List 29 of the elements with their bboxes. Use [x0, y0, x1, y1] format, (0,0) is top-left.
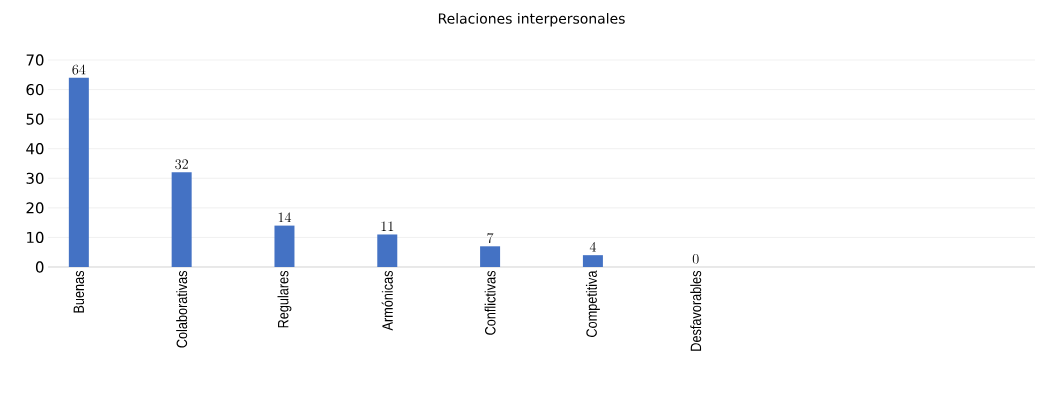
bar	[68, 77, 89, 267]
x-tick-label: Desfavorables	[690, 270, 702, 351]
chart-title: Relaciones interpersonales	[438, 13, 625, 27]
y-tick-label: 10	[27, 231, 44, 244]
data-label: 11	[381, 221, 394, 231]
bar	[582, 255, 603, 267]
data-label: 32	[175, 159, 188, 170]
x-tick-label: Armónicas	[381, 270, 393, 331]
y-tick-label: 60	[26, 83, 44, 96]
y-tick-label: 0	[35, 261, 44, 273]
data-label: 4	[589, 241, 597, 252]
y-tick-label: 30	[26, 172, 44, 184]
data-label: 7	[487, 233, 494, 244]
x-tick-label: Conflictivas	[484, 270, 496, 335]
bar	[377, 234, 398, 267]
data-label: 0	[692, 253, 699, 264]
x-tick-label: Competitiva	[585, 270, 600, 337]
y-tick-label: 70	[26, 54, 44, 66]
bar	[480, 246, 501, 267]
y-tick-label: 40	[26, 143, 44, 155]
y-tick-label: 20	[26, 202, 44, 214]
data-label: 64	[72, 64, 86, 75]
x-tick-label: Colaborativas	[176, 270, 188, 348]
y-tick-label: 50	[26, 113, 44, 125]
x-tick-label: Regulares	[277, 270, 292, 328]
data-label: 14	[278, 212, 292, 223]
x-tick-label: Buenas	[73, 270, 85, 313]
bar	[274, 225, 295, 267]
bar	[171, 172, 192, 267]
